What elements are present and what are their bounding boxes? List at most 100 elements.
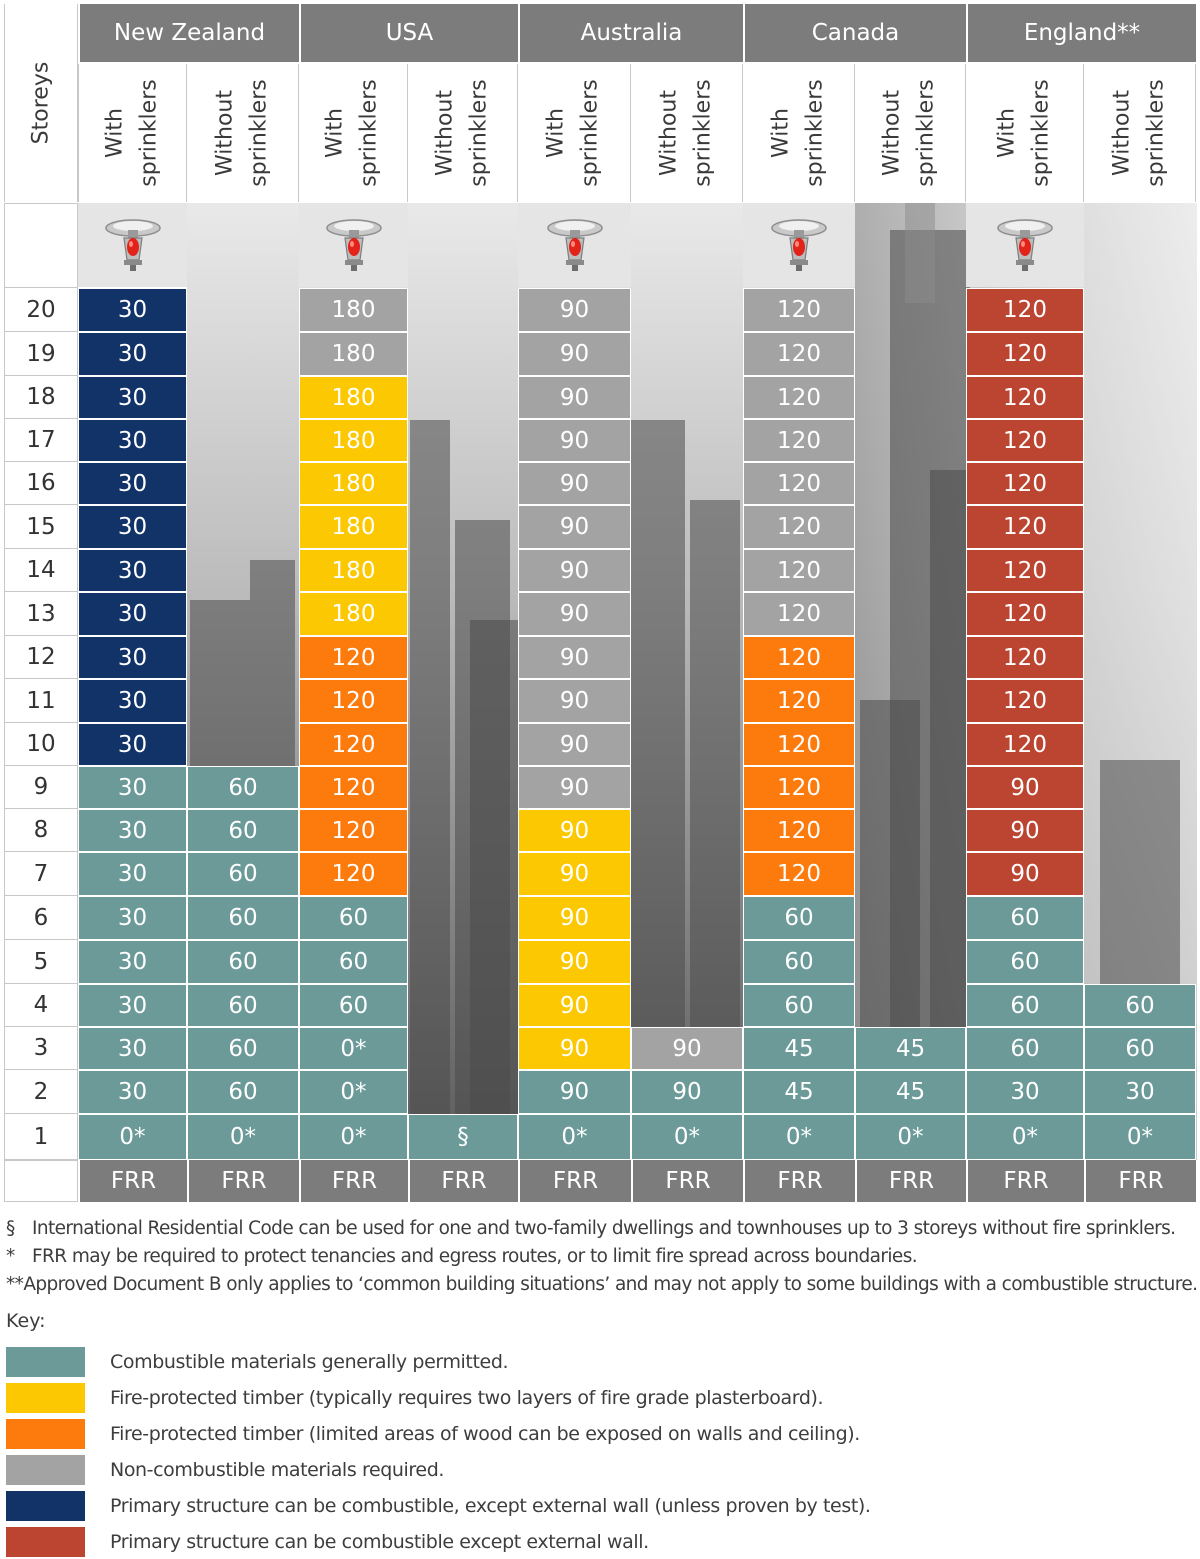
frr-cell: 120: [966, 288, 1084, 332]
frr-label: FRR: [743, 1160, 855, 1202]
frr-cell: 120: [743, 852, 855, 896]
column-header-with-sprinklers: With sprinklers: [518, 64, 631, 202]
frr-cell: 90: [518, 592, 631, 636]
frr-cell: 120: [966, 636, 1084, 679]
frr-cell: 90: [631, 1070, 743, 1114]
storey-label: 1: [4, 1114, 78, 1160]
frr-cell: 30: [78, 636, 187, 679]
storeys-header: Storeys: [4, 4, 78, 202]
frr-cell: 60: [966, 1027, 1084, 1070]
frr-cell: 0*: [631, 1114, 743, 1160]
frr-cell: 180: [299, 462, 408, 505]
sprinkler-icon-cell: [743, 203, 855, 287]
frr-cell: 90: [518, 419, 631, 462]
frr-cell: 120: [743, 723, 855, 766]
storey-label: 2: [4, 1070, 78, 1114]
frr-cell: 30: [78, 288, 187, 332]
frr-cell: 30: [78, 766, 187, 809]
frr-cell: 90: [518, 376, 631, 419]
sprinkler-label: With sprinklers: [994, 79, 1054, 187]
storey-label: 18: [4, 376, 78, 419]
frr-cell: 90: [631, 1027, 743, 1070]
sprinkler-label: With sprinklers: [322, 79, 382, 187]
frr-cell: 90: [518, 462, 631, 505]
frr-cell: 60: [966, 940, 1084, 984]
column-header-with-sprinklers: With sprinklers: [299, 64, 408, 202]
column-header-without-sprinklers: Without sprinklers: [855, 64, 966, 202]
frr-cell: 0*: [743, 1114, 855, 1160]
key-label: Non-combustible materials required.: [110, 1459, 445, 1481]
frr-cell: 90: [518, 723, 631, 766]
frr-cell: 60: [299, 984, 408, 1027]
fire-rating-table: Storeys New Zealand USA Australia Canada Engl…: [4, 4, 1197, 1202]
column-header-without-sprinklers: Without sprinklers: [631, 64, 743, 202]
frr-cell: 30: [78, 332, 187, 376]
frr-cell: 120: [299, 679, 408, 723]
country-header-australia: Australia: [518, 4, 743, 62]
frr-cell: 30: [78, 984, 187, 1027]
frr-cell: 120: [299, 723, 408, 766]
country-header-england: England**: [966, 4, 1196, 62]
frr-cell: 0*: [966, 1114, 1084, 1160]
frr-cell: 30: [78, 679, 187, 723]
sprinkler-icon-cell: [966, 203, 1084, 287]
key-label: Primary structure can be combustible exc…: [110, 1531, 649, 1553]
frr-cell: 120: [743, 679, 855, 723]
storey-label: 7: [4, 852, 78, 896]
frr-cell: 0*: [1084, 1114, 1196, 1160]
frr-cell: 120: [743, 636, 855, 679]
frr-cell: 90: [518, 332, 631, 376]
key-swatch: [6, 1347, 85, 1377]
frr-cell: 0*: [299, 1114, 408, 1160]
footnotes: § International Residential Code can be u…: [6, 1214, 1198, 1298]
key-item: Primary structure can be combustible exc…: [6, 1526, 649, 1558]
frr-label: FRR: [299, 1160, 408, 1202]
key-title: Key:: [6, 1310, 46, 1332]
frr-cell: 0*: [78, 1114, 187, 1160]
sprinkler-label: With sprinklers: [768, 79, 828, 187]
frr-cell: 120: [743, 809, 855, 852]
frr-cell: 30: [78, 809, 187, 852]
frr-cell: 90: [966, 852, 1084, 896]
frr-cell: 90: [518, 852, 631, 896]
frr-cell: 90: [518, 809, 631, 852]
storey-label: 10: [4, 723, 78, 766]
frr-cell: 60: [187, 1027, 299, 1070]
storey-label: 12: [4, 636, 78, 679]
frr-cell: 60: [187, 766, 299, 809]
frr-cell: 30: [78, 852, 187, 896]
frr-cell: 90: [518, 505, 631, 549]
frr-cell: 90: [518, 549, 631, 592]
frr-cell: 90: [518, 288, 631, 332]
frr-cell: 120: [743, 505, 855, 549]
country-header-canada: Canada: [743, 4, 966, 62]
footnote-symbol: *: [6, 1245, 15, 1267]
frr-cell: 30: [78, 549, 187, 592]
frr-cell: 30: [78, 592, 187, 636]
frr-cell: 120: [743, 592, 855, 636]
frr-label: FRR: [631, 1160, 743, 1202]
storey-label: 17: [4, 419, 78, 462]
sprinkler-icon-cell: [518, 203, 631, 287]
sprinkler-label: Without sprinklers: [656, 79, 716, 187]
frr-cell: 45: [855, 1070, 966, 1114]
footnote-asterisk: * FRR may be required to protect tenancie…: [6, 1242, 1196, 1270]
storey-label: 11: [4, 679, 78, 723]
frr-cell: 0*: [855, 1114, 966, 1160]
frr-cell: 120: [743, 288, 855, 332]
frr-cell: 90: [966, 809, 1084, 852]
frr-cell: 30: [78, 1070, 187, 1114]
frr-cell: 30: [1084, 1070, 1196, 1114]
fire-sprinkler-icon: [325, 219, 382, 271]
key-swatch: [6, 1419, 85, 1449]
key-item: Fire-protected timber (typically require…: [6, 1382, 824, 1414]
footnote-text: Approved Document B only applies to ‘com…: [23, 1273, 1198, 1295]
frr-label: FRR: [408, 1160, 518, 1202]
frr-cell: 60: [299, 896, 408, 940]
frr-cell: 180: [299, 419, 408, 462]
footnote-text: International Residential Code can be us…: [32, 1217, 1176, 1239]
storey-label: 5: [4, 940, 78, 984]
key-swatch: [6, 1455, 85, 1485]
frr-label: FRR: [855, 1160, 966, 1202]
frr-cell: 60: [966, 984, 1084, 1027]
